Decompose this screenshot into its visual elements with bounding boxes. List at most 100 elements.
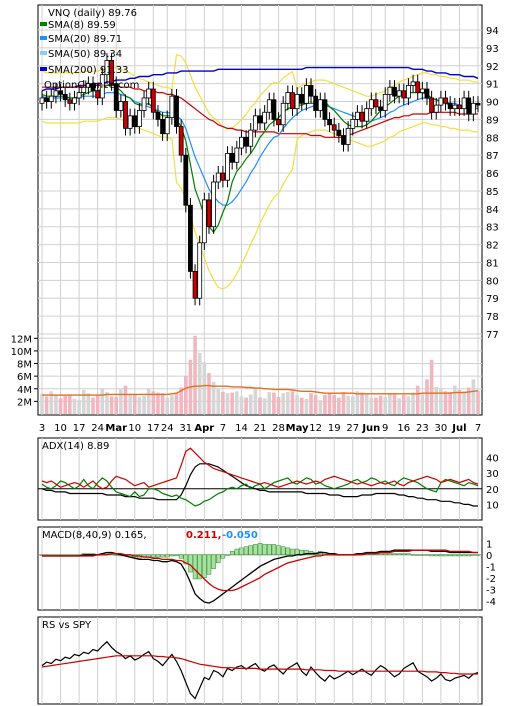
macd-histogram-bar (234, 548, 240, 556)
candle-body (345, 127, 351, 145)
candle-body (234, 147, 240, 163)
volume-bar (244, 397, 248, 414)
macd-histogram-bar (382, 553, 388, 556)
candle-body (322, 99, 328, 120)
candle-body (406, 85, 411, 99)
lower-band-line (41, 116, 478, 290)
candle-body (48, 95, 54, 102)
candle-body (266, 99, 272, 113)
volume-bar (179, 387, 183, 414)
volume-bar (221, 391, 225, 414)
x-tick-label: May (286, 423, 309, 434)
adx-series-line (41, 463, 478, 507)
y-tick-label: 89 (486, 115, 499, 126)
macd-histogram-bar (225, 554, 230, 556)
candle-body (62, 93, 68, 101)
y-tick-label: 78 (486, 312, 499, 323)
candle-body (229, 152, 235, 163)
macd-tick-label: 1 (486, 539, 492, 550)
volume-bar (258, 397, 262, 414)
candle-body (81, 86, 87, 93)
macd-histogram-bar (192, 554, 198, 580)
candle-body (262, 111, 268, 124)
volume-bar (318, 400, 323, 414)
candle-body (290, 92, 295, 110)
macd-histogram-bar (415, 554, 420, 556)
volume-bar (276, 396, 281, 414)
volume-bar (383, 396, 388, 414)
volume-tick-label: 10M (11, 347, 32, 358)
x-tick-label: 24 (91, 423, 104, 434)
adx-title: ADX(14) 8.89 (42, 441, 109, 452)
candle-body (188, 204, 193, 272)
macd-tick-label: -2 (486, 574, 496, 585)
macd-tick-label: -3 (486, 585, 496, 596)
macd-tick-label: -4 (486, 597, 496, 608)
volume-bar (392, 393, 397, 414)
macd-histogram-bar (151, 554, 156, 558)
y-tick-label: 88 (486, 133, 499, 144)
candle-body (457, 104, 462, 110)
volume-bar (216, 388, 221, 414)
candle-body (382, 93, 388, 111)
volume-bar (156, 392, 160, 414)
volume-bar (40, 393, 44, 414)
volume-bar (415, 385, 420, 414)
volume-bar (429, 359, 434, 414)
candle-body (201, 199, 207, 244)
volume-bar (183, 376, 188, 414)
candle-body (327, 119, 332, 126)
candle-body (438, 97, 444, 106)
volume-bar (109, 396, 114, 414)
volume-bar (54, 395, 58, 414)
candle-body (178, 126, 184, 156)
macd-histogram-bar (58, 554, 63, 556)
macd-histogram-bar (401, 553, 407, 556)
candle-body (160, 119, 165, 135)
macd-histogram-bar (285, 547, 291, 556)
candle-body (113, 83, 119, 111)
volume-bar (411, 392, 415, 414)
candle-body (183, 154, 189, 206)
axis-labels: 3 10 17 24 Mar 10 17 24 31 Apr 7 14 21 28 May 12 19 27 Jun… (11, 26, 499, 608)
candle-body (313, 95, 319, 111)
candle-body (99, 74, 105, 99)
price-legend: VNQ (daily) 89.76 SMA(8) 89.59 SMA(20) 8… (40, 8, 139, 91)
volume-bar (248, 394, 253, 414)
macd-signal-value: 0.211, (186, 530, 221, 541)
macd-histogram-bar (253, 544, 258, 556)
candle-body (215, 172, 221, 183)
macd-histogram-bar (406, 553, 411, 556)
volume-bar (49, 391, 54, 414)
macd-histogram-bar (434, 554, 439, 557)
volume-bar (63, 395, 67, 414)
volume-tick-label: 4M (17, 385, 32, 396)
volume-bar (81, 390, 86, 414)
candle-body (39, 97, 45, 104)
adx-tick-label: 10 (486, 500, 499, 511)
macd-histogram-bar (471, 554, 476, 556)
x-tick-label: 21 (254, 423, 267, 434)
candle-body (447, 102, 453, 110)
x-tick-label: 14 (235, 423, 248, 434)
legend-swatch-sma8 (40, 22, 47, 26)
volume-bar (466, 387, 471, 414)
volume-bar (114, 396, 119, 414)
volume-bar (68, 394, 72, 414)
volume-bar (170, 395, 174, 414)
volume-bar (174, 392, 179, 414)
y-tick-label: 90 (486, 98, 499, 109)
volume-bar (272, 392, 276, 414)
chart-title: VNQ (daily) 89.76 (48, 8, 137, 19)
macd-histogram-bar (378, 553, 383, 556)
macd-histogram-bar (457, 554, 462, 557)
legend-swatch-sma20 (40, 36, 47, 40)
macd-histogram-bar (67, 554, 73, 556)
macd-histogram-bar (72, 554, 77, 556)
candle-body (317, 99, 323, 111)
volume-bar (304, 398, 309, 414)
macd-histogram-bar (290, 548, 295, 556)
macd-histogram-bar (438, 554, 444, 557)
legend-swatch-sma200 (40, 67, 47, 71)
candle-body (225, 152, 230, 181)
